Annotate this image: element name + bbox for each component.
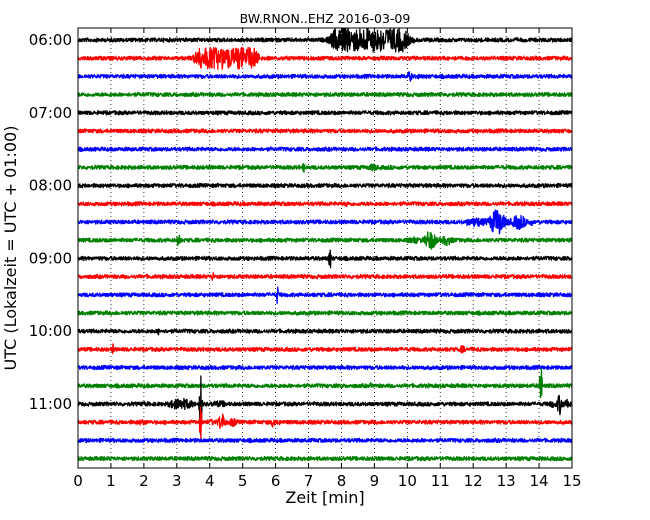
- y-tick-label: 08:00: [29, 177, 72, 195]
- y-tick-label: 10:00: [29, 322, 72, 340]
- x-tick-label: 3: [172, 472, 182, 490]
- trace-line: [77, 455, 573, 462]
- x-tick-label: 8: [337, 472, 347, 490]
- x-axis-ticks: 0 1 2 3 4 5 6 7 8 9 10 11 12 13 14 15: [73, 28, 582, 490]
- x-tick-label: 14: [530, 472, 549, 490]
- trace-line: [77, 343, 573, 355]
- trace-line: [77, 200, 573, 208]
- x-tick-label: 2: [139, 472, 149, 490]
- trace-line: [77, 91, 573, 98]
- trace-line: [77, 110, 573, 116]
- vertical-grid-lines: [110, 28, 540, 468]
- trace-line: [77, 249, 573, 269]
- x-tick-label: 9: [370, 472, 380, 490]
- x-tick-label: 1: [106, 472, 116, 490]
- y-tick-label: 11:00: [29, 395, 72, 413]
- trace-line: [77, 437, 573, 444]
- x-tick-label: 6: [271, 472, 281, 490]
- x-tick-label: 0: [73, 472, 83, 490]
- trace-line: [77, 231, 573, 250]
- x-axis-label: Zeit [min]: [285, 488, 364, 507]
- y-axis-label: UTC (Lokalzeit = UTC + 01:00): [1, 126, 20, 371]
- trace-line: [77, 27, 573, 53]
- trace-line: [77, 128, 573, 134]
- trace-line: [77, 182, 573, 189]
- x-tick-label: 10: [398, 472, 417, 490]
- trace-line: [77, 286, 573, 305]
- trace-group: [77, 27, 573, 462]
- trace-line: [77, 163, 573, 173]
- x-tick-label: 5: [238, 472, 248, 490]
- chart-title: BW.RNON..EHZ 2016-03-09: [240, 11, 411, 26]
- trace-line: [77, 272, 573, 281]
- plot-frame: [77, 27, 573, 469]
- x-tick-label: 13: [497, 472, 516, 490]
- y-tick-label: 06:00: [29, 31, 72, 49]
- y-tick-label: 07:00: [29, 104, 72, 122]
- y-tick-label: 09:00: [29, 249, 72, 267]
- trace-line: [77, 364, 573, 371]
- y-axis-ticks: 06:00 07:00 08:00 09:00 10:00 11:00: [29, 31, 572, 413]
- x-tick-label: 15: [562, 472, 581, 490]
- trace-line: [77, 310, 573, 316]
- trace-line: [77, 406, 573, 440]
- trace-line: [77, 367, 573, 399]
- trace-line: [77, 146, 573, 152]
- trace-line: [77, 375, 573, 436]
- trace-line: [77, 328, 573, 336]
- x-tick-label: 4: [205, 472, 215, 490]
- x-tick-label: 12: [464, 472, 483, 490]
- x-tick-label: 11: [431, 472, 450, 490]
- trace-line: [77, 209, 573, 235]
- x-tick-label: 7: [304, 472, 314, 490]
- trace-line: [77, 46, 573, 70]
- trace-line: [77, 71, 573, 82]
